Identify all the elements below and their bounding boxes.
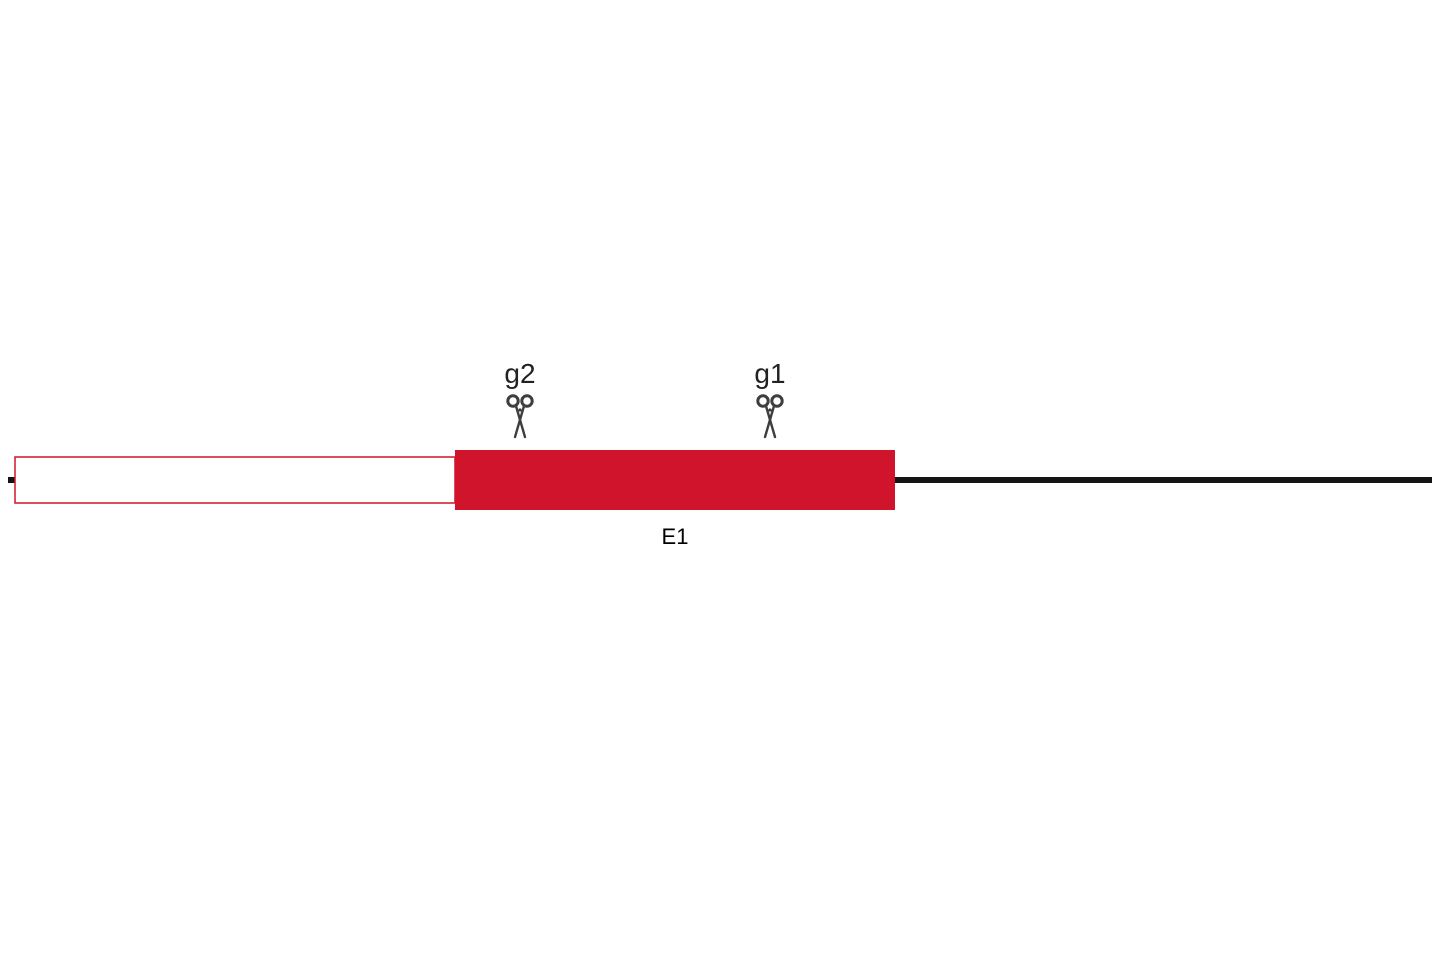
- gene-diagram: E1 g2 g1: [0, 0, 1440, 960]
- scissors-icon: [758, 396, 782, 437]
- utr-box: [15, 457, 455, 503]
- guide-label-g1: g1: [754, 358, 785, 389]
- guide-marker-g1: g1: [754, 358, 785, 437]
- guide-label-g2: g2: [504, 358, 535, 389]
- exon-label: E1: [662, 524, 689, 549]
- guide-markers-group: g2 g1: [504, 358, 785, 437]
- guide-marker-g2: g2: [504, 358, 535, 437]
- exon-box: [455, 450, 895, 510]
- scissors-icon: [508, 396, 532, 437]
